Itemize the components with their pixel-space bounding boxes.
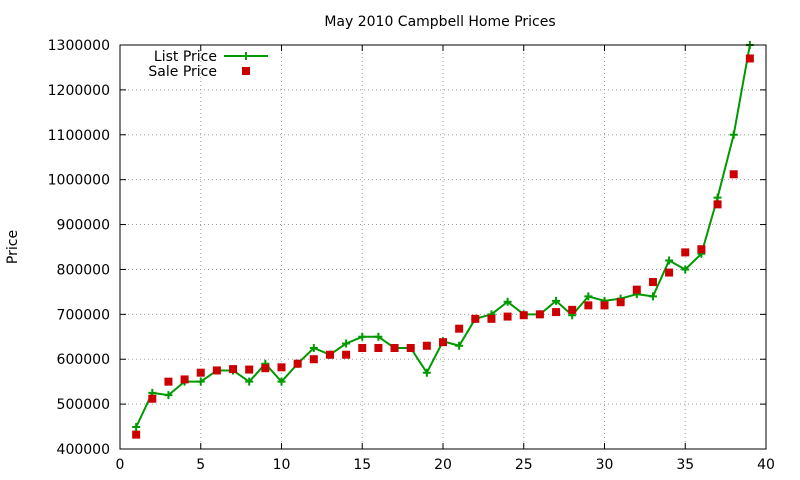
x-tick-label: 10	[273, 457, 291, 473]
data-point-sale-price	[422, 341, 431, 350]
data-point-sale-price	[164, 377, 173, 386]
data-point-sale-price	[552, 308, 561, 317]
data-point-list-price	[681, 265, 690, 274]
y-tick-label: 500000	[57, 397, 110, 413]
data-point-sale-price	[245, 365, 254, 374]
series-list-price	[132, 41, 754, 432]
data-point-sale-price	[180, 375, 189, 384]
data-point-sale-price	[212, 366, 221, 375]
data-point-list-price	[164, 391, 173, 400]
data-point-sale-price	[390, 344, 399, 352]
data-point-sale-price	[584, 301, 593, 310]
y-axis-label: Price	[5, 230, 21, 264]
data-point-list-price	[552, 296, 561, 305]
y-tick-label: 600000	[57, 352, 110, 368]
data-point-sale-price	[600, 301, 609, 310]
data-point-sale-price	[745, 54, 754, 63]
data-point-list-price	[422, 368, 431, 377]
data-point-sale-price	[342, 350, 351, 359]
y-tick-label: 1100000	[48, 128, 110, 144]
data-point-sale-price	[535, 310, 544, 319]
x-tick-label: 15	[353, 457, 371, 473]
y-tick-label: 400000	[57, 442, 110, 458]
series-sale-price	[132, 54, 754, 439]
x-tick-label: 20	[434, 457, 452, 473]
legend-label-sale-price: Sale Price	[148, 64, 217, 80]
data-point-sale-price	[325, 350, 334, 359]
data-point-sale-price	[132, 430, 141, 439]
data-point-sale-price	[455, 324, 464, 333]
y-tick-label: 700000	[57, 307, 110, 323]
data-point-sale-price	[665, 268, 674, 277]
data-point-list-price	[309, 344, 318, 352]
data-point-list-price	[132, 423, 141, 432]
data-point-sale-price	[729, 170, 738, 179]
data-point-sale-price	[503, 312, 512, 321]
data-point-sale-price	[229, 365, 238, 374]
data-point-list-price	[503, 297, 512, 306]
data-point-sale-price	[406, 344, 415, 352]
data-point-list-price	[342, 339, 351, 348]
data-point-sale-price	[374, 344, 383, 352]
data-point-sale-price	[261, 364, 270, 373]
data-point-sale-price	[358, 344, 367, 352]
data-point-list-price	[713, 193, 722, 202]
x-tick-label: 25	[515, 457, 533, 473]
data-point-list-price	[245, 377, 254, 386]
data-point-sale-price	[196, 368, 205, 377]
data-point-list-price	[584, 292, 593, 301]
data-point-sale-price	[148, 394, 157, 403]
data-point-sale-price	[471, 314, 480, 323]
chart-title: May 2010 Campbell Home Prices	[324, 14, 555, 30]
data-point-sale-price	[568, 305, 577, 314]
x-tick-label: 35	[676, 457, 694, 473]
legend-marker-sale-price	[242, 67, 250, 75]
x-tick-label: 5	[196, 457, 205, 473]
data-point-sale-price	[519, 311, 528, 320]
data-point-sale-price	[648, 278, 657, 287]
grid-lines	[120, 45, 766, 449]
data-point-list-price	[455, 341, 464, 350]
data-point-list-price	[648, 292, 657, 301]
data-point-list-price	[196, 377, 205, 386]
data-point-sale-price	[487, 314, 496, 323]
y-tick-label: 1300000	[48, 38, 110, 54]
axis-ticks: 0 5 10 15 20 25 30 35 40 400000 500000 600000 700000…	[48, 38, 775, 473]
legend-marker-list-price	[242, 52, 250, 60]
data-point-sale-price	[277, 363, 286, 372]
legend: List Price Sale Price	[148, 49, 268, 80]
data-point-sale-price	[309, 355, 318, 364]
data-point-list-price	[358, 332, 367, 341]
data-point-list-price	[277, 377, 286, 386]
data-point-sale-price	[439, 338, 447, 347]
y-tick-label: 900000	[57, 218, 110, 234]
y-tick-label: 800000	[57, 262, 110, 278]
data-point-sale-price	[632, 285, 641, 294]
x-tick-label: 0	[116, 457, 125, 473]
data-point-list-price	[729, 130, 738, 139]
x-tick-label: 30	[596, 457, 614, 473]
plot-frame	[119, 44, 767, 450]
data-point-sale-price	[697, 245, 706, 254]
y-tick-label: 1200000	[48, 83, 110, 99]
series-layer	[132, 41, 754, 439]
data-point-list-price	[374, 332, 383, 341]
x-tick-label: 40	[757, 457, 775, 473]
data-point-list-price	[665, 256, 674, 265]
legend-label-list-price: List Price	[154, 49, 217, 65]
data-point-sale-price	[681, 248, 690, 257]
data-point-sale-price	[713, 200, 722, 209]
y-tick-label: 1000000	[48, 173, 110, 189]
data-point-sale-price	[616, 298, 625, 307]
data-point-sale-price	[293, 359, 302, 368]
